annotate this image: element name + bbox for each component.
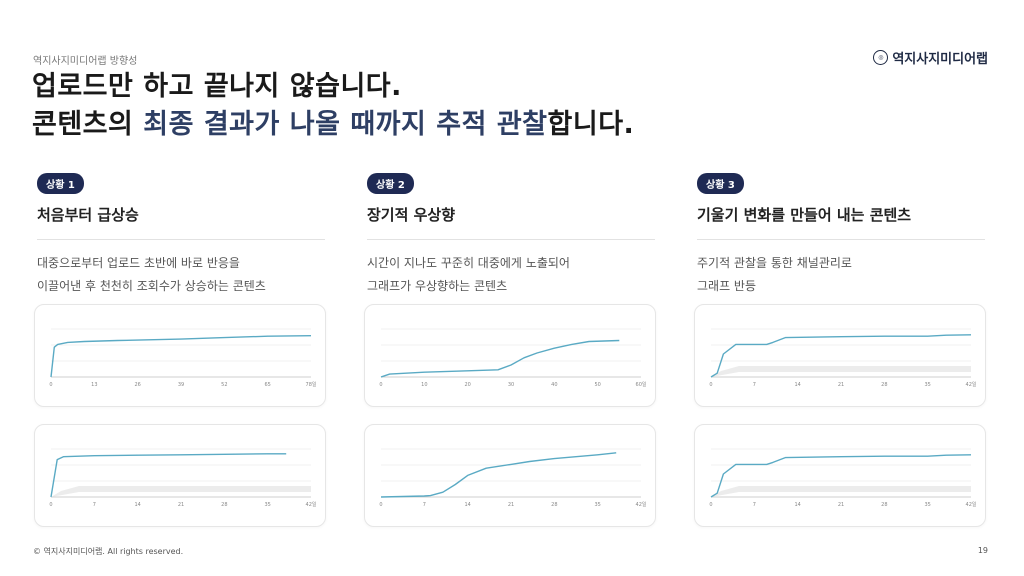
chart-line — [710, 334, 972, 378]
headline-prefix: 콘텐츠의 — [32, 109, 144, 140]
copyright-footer: © 역지사지미디어랩. All rights reserved. — [33, 547, 184, 556]
line-chart: 0 7 14 21 28 35 42일 — [34, 424, 326, 527]
situation-title: 기울기 변화를 만들어 내는 콘텐츠 — [697, 206, 912, 224]
line-chart: 0 10 20 30 40 50 60일 — [364, 304, 656, 407]
svg-text:14: 14 — [464, 502, 470, 508]
situation-description: 주기적 관찰을 통한 채널관리로 그래프 반등 — [697, 252, 987, 298]
svg-text:0: 0 — [379, 382, 382, 388]
chart-line — [380, 339, 620, 378]
page-title: 업로드만 하고 끝나지 않습니다. 콘텐츠의 최종 결과가 나올 때까지 추적 … — [32, 68, 634, 144]
svg-text:7: 7 — [93, 502, 96, 508]
svg-text:35: 35 — [924, 502, 930, 508]
svg-text:13: 13 — [91, 382, 97, 388]
svg-text:42일: 42일 — [966, 501, 977, 508]
svg-text:10: 10 — [421, 382, 427, 388]
headline-suffix: 합니다. — [547, 109, 635, 140]
svg-text:7: 7 — [753, 382, 756, 388]
svg-text:52: 52 — [221, 382, 227, 388]
chart-line — [380, 452, 617, 498]
situation-title: 처음부터 급상승 — [37, 206, 139, 224]
svg-text:14: 14 — [794, 502, 800, 508]
svg-text:26: 26 — [134, 382, 140, 388]
svg-text:60일: 60일 — [636, 381, 647, 388]
desc-line: 그래프가 우상향하는 콘텐츠 — [367, 279, 508, 293]
svg-text:42일: 42일 — [636, 501, 647, 508]
svg-text:35: 35 — [924, 382, 930, 388]
situation-column-1: 상황 1 처음부터 급상승 대중으로부터 업로드 초반에 바로 반응을 이끌어낸… — [37, 173, 327, 298]
svg-text:0: 0 — [709, 502, 712, 508]
svg-text:0: 0 — [49, 382, 52, 388]
situation-badge: 상황 1 — [37, 173, 84, 194]
svg-text:28: 28 — [881, 382, 887, 388]
svg-text:28: 28 — [551, 502, 557, 508]
svg-text:40: 40 — [551, 382, 557, 388]
situation-description: 대중으로부터 업로드 초반에 바로 반응을 이끌어낸 후 천천히 조회수가 상승… — [37, 252, 327, 298]
line-chart: 0 7 14 21 28 35 42일 — [694, 424, 986, 527]
svg-text:35: 35 — [264, 502, 270, 508]
divider — [697, 239, 985, 240]
svg-text:0: 0 — [49, 502, 52, 508]
brand-logo: ◎ 역지사지미디어랩 — [873, 48, 988, 67]
situation-badge: 상황 2 — [367, 173, 414, 194]
svg-text:78일: 78일 — [306, 381, 317, 388]
svg-text:21: 21 — [838, 502, 844, 508]
situation-title: 장기적 우상향 — [367, 206, 456, 224]
svg-text:39: 39 — [178, 382, 184, 388]
svg-text:21: 21 — [178, 502, 184, 508]
line-chart: 0 13 26 39 52 65 78일 — [34, 304, 326, 407]
svg-text:28: 28 — [881, 502, 887, 508]
svg-text:21: 21 — [508, 502, 514, 508]
svg-text:20: 20 — [464, 382, 470, 388]
svg-text:28: 28 — [221, 502, 227, 508]
eyebrow-label: 역지사지미디어랩 방향성 — [33, 56, 138, 67]
situation-column-2: 상황 2 장기적 우상향 시간이 지나도 꾸준히 대중에게 노출되어 그래프가 … — [367, 173, 657, 298]
svg-text:7: 7 — [753, 502, 756, 508]
desc-line: 이끌어낸 후 천천히 조회수가 상승하는 콘텐츠 — [37, 279, 266, 293]
situation-column-3: 상황 3 기울기 변화를 만들어 내는 콘텐츠 주기적 관찰을 통한 채널관리로… — [697, 173, 987, 298]
svg-text:14: 14 — [134, 502, 140, 508]
desc-line: 주기적 관찰을 통한 채널관리로 — [697, 256, 852, 270]
situation-badge: 상황 3 — [697, 173, 744, 194]
svg-text:65: 65 — [264, 382, 270, 388]
headline-line-1: 업로드만 하고 끝나지 않습니다. — [32, 71, 402, 102]
headline-highlight: 최종 결과가 나올 때까지 추적 관찰 — [143, 109, 548, 140]
situation-description: 시간이 지나도 꾸준히 대중에게 노출되어 그래프가 우상향하는 콘텐츠 — [367, 252, 657, 298]
svg-text:42일: 42일 — [966, 381, 977, 388]
divider — [367, 239, 655, 240]
headline-line-2: 콘텐츠의 최종 결과가 나올 때까지 추적 관찰합니다. — [32, 106, 634, 144]
svg-text:14: 14 — [794, 382, 800, 388]
line-chart: 0 7 14 21 28 35 42일 — [364, 424, 656, 527]
chart-line — [50, 335, 312, 378]
line-chart: 0 7 14 21 28 35 42일 — [694, 304, 986, 407]
logo-text: 역지사지미디어랩 — [892, 52, 988, 67]
svg-text:42일: 42일 — [306, 501, 317, 508]
circle-logo-icon: ◎ — [873, 50, 889, 65]
desc-line: 그래프 반등 — [697, 279, 757, 293]
svg-text:21: 21 — [838, 382, 844, 388]
svg-text:30: 30 — [508, 382, 514, 388]
desc-line: 시간이 지나도 꾸준히 대중에게 노출되어 — [367, 256, 570, 270]
svg-text:35: 35 — [594, 502, 600, 508]
desc-line: 대중으로부터 업로드 초반에 바로 반응을 — [37, 256, 240, 270]
chart-line — [710, 454, 972, 498]
chart-line — [50, 453, 287, 498]
divider — [37, 239, 325, 240]
svg-text:0: 0 — [379, 502, 382, 508]
svg-text:50: 50 — [594, 382, 600, 388]
svg-text:7: 7 — [423, 502, 426, 508]
page-number: 19 — [977, 546, 988, 555]
svg-text:0: 0 — [709, 382, 712, 388]
